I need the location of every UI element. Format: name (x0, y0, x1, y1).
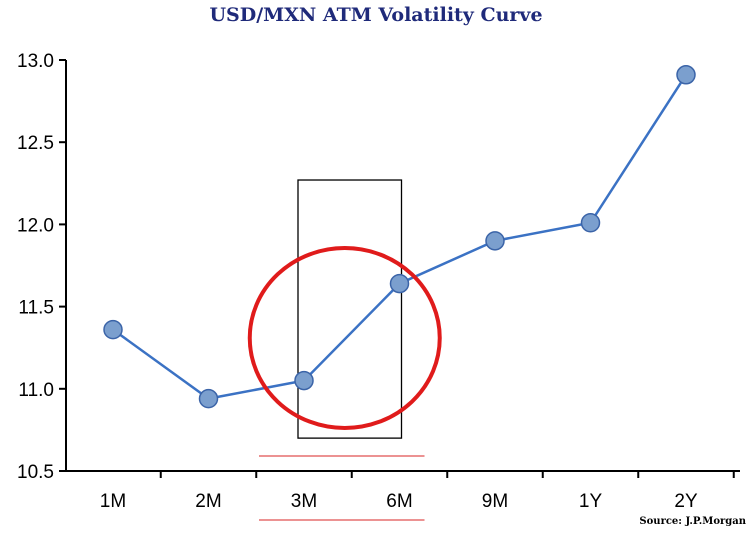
x-tick-label: 1Y (579, 491, 603, 512)
data-point-2M (198, 388, 219, 409)
x-tick-label: 9M (482, 491, 508, 512)
data-point-1M (103, 319, 123, 340)
highlight-circle (247, 246, 442, 430)
data-point-3M (294, 370, 314, 391)
x-tick-label: 2Y (674, 491, 698, 512)
chart-title: USD/MXN ATM Volatility Curve (209, 4, 543, 26)
y-tick-label: 11.5 (18, 298, 54, 319)
y-tick-label: 10.5 (17, 462, 54, 483)
highlight-rectangle (297, 179, 403, 439)
series-line (112, 74, 688, 400)
x-tick-label: 6M (386, 491, 412, 512)
data-point-6M (389, 273, 410, 294)
y-tick-label: 13.0 (17, 51, 54, 72)
x-tick-label: 2M (195, 491, 221, 512)
data-point-1Y (580, 213, 601, 233)
source-note: Source: J.P.Morgan (639, 516, 746, 527)
x-tick-label: 1M (100, 491, 126, 512)
data-point-9M (485, 231, 505, 251)
y-tick-label: 11.0 (18, 380, 54, 401)
y-tick-label: 12.5 (17, 133, 54, 154)
x-tick-label: 3M (291, 491, 317, 512)
y-tick-label: 12.0 (17, 215, 54, 236)
data-point-2Y (676, 65, 696, 85)
